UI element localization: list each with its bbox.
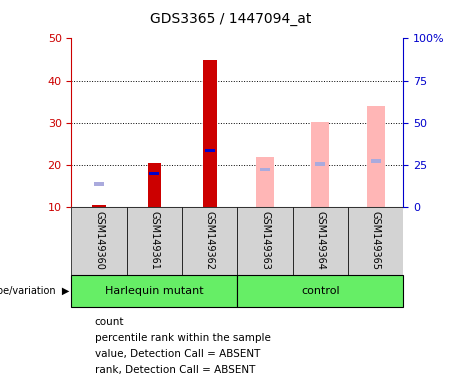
Bar bbox=[71, 275, 237, 307]
Text: GSM149362: GSM149362 bbox=[205, 211, 215, 270]
Bar bbox=[94, 182, 104, 186]
Bar bbox=[237, 207, 293, 275]
Bar bbox=[237, 275, 403, 307]
Text: GSM149364: GSM149364 bbox=[315, 211, 325, 270]
Bar bbox=[371, 159, 381, 162]
Bar bbox=[127, 207, 182, 275]
Bar bbox=[293, 207, 348, 275]
Text: Harlequin mutant: Harlequin mutant bbox=[105, 286, 204, 296]
Bar bbox=[367, 106, 384, 207]
Bar bbox=[315, 162, 325, 166]
Text: GSM149365: GSM149365 bbox=[371, 211, 381, 270]
Bar bbox=[348, 207, 403, 275]
Text: value, Detection Call = ABSENT: value, Detection Call = ABSENT bbox=[95, 349, 260, 359]
Text: genotype/variation  ▶: genotype/variation ▶ bbox=[0, 286, 69, 296]
Bar bbox=[312, 122, 329, 207]
Text: GSM149360: GSM149360 bbox=[94, 211, 104, 270]
Text: percentile rank within the sample: percentile rank within the sample bbox=[95, 333, 271, 343]
Bar bbox=[182, 207, 237, 275]
Bar bbox=[92, 205, 106, 207]
Bar bbox=[260, 168, 270, 171]
Bar bbox=[203, 60, 217, 207]
Bar bbox=[71, 207, 127, 275]
Text: control: control bbox=[301, 286, 340, 296]
Bar bbox=[256, 157, 274, 207]
Text: GSM149363: GSM149363 bbox=[260, 211, 270, 270]
Bar bbox=[205, 149, 215, 152]
Bar bbox=[148, 163, 161, 207]
Text: GSM149361: GSM149361 bbox=[149, 211, 160, 270]
Text: rank, Detection Call = ABSENT: rank, Detection Call = ABSENT bbox=[95, 366, 255, 376]
Bar bbox=[149, 172, 160, 175]
Text: GDS3365 / 1447094_at: GDS3365 / 1447094_at bbox=[150, 12, 311, 25]
Text: count: count bbox=[95, 317, 124, 327]
